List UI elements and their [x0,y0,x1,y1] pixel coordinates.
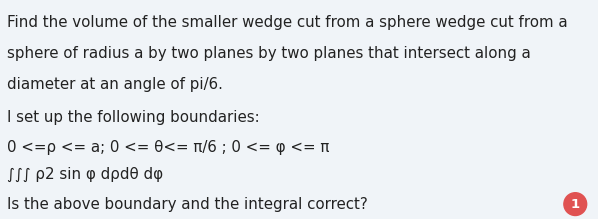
Text: I set up the following boundaries:: I set up the following boundaries: [7,110,260,125]
Text: 1: 1 [570,198,580,211]
Text: Find the volume of the smaller wedge cut from a sphere wedge cut from a: Find the volume of the smaller wedge cut… [7,16,568,30]
Text: Is the above boundary and the integral correct?: Is the above boundary and the integral c… [7,197,368,212]
Text: ∫∫∫ ρ2 sin φ dρdθ dφ: ∫∫∫ ρ2 sin φ dρdθ dφ [7,167,163,182]
Ellipse shape [564,193,587,215]
Text: 0 <=ρ <= a; 0 <= θ<= π/6 ; 0 <= φ <= π: 0 <=ρ <= a; 0 <= θ<= π/6 ; 0 <= φ <= π [7,140,329,155]
Text: sphere of radius a by two planes by two planes that intersect along a: sphere of radius a by two planes by two … [7,46,531,61]
Text: diameter at an angle of pi/6.: diameter at an angle of pi/6. [7,77,223,92]
